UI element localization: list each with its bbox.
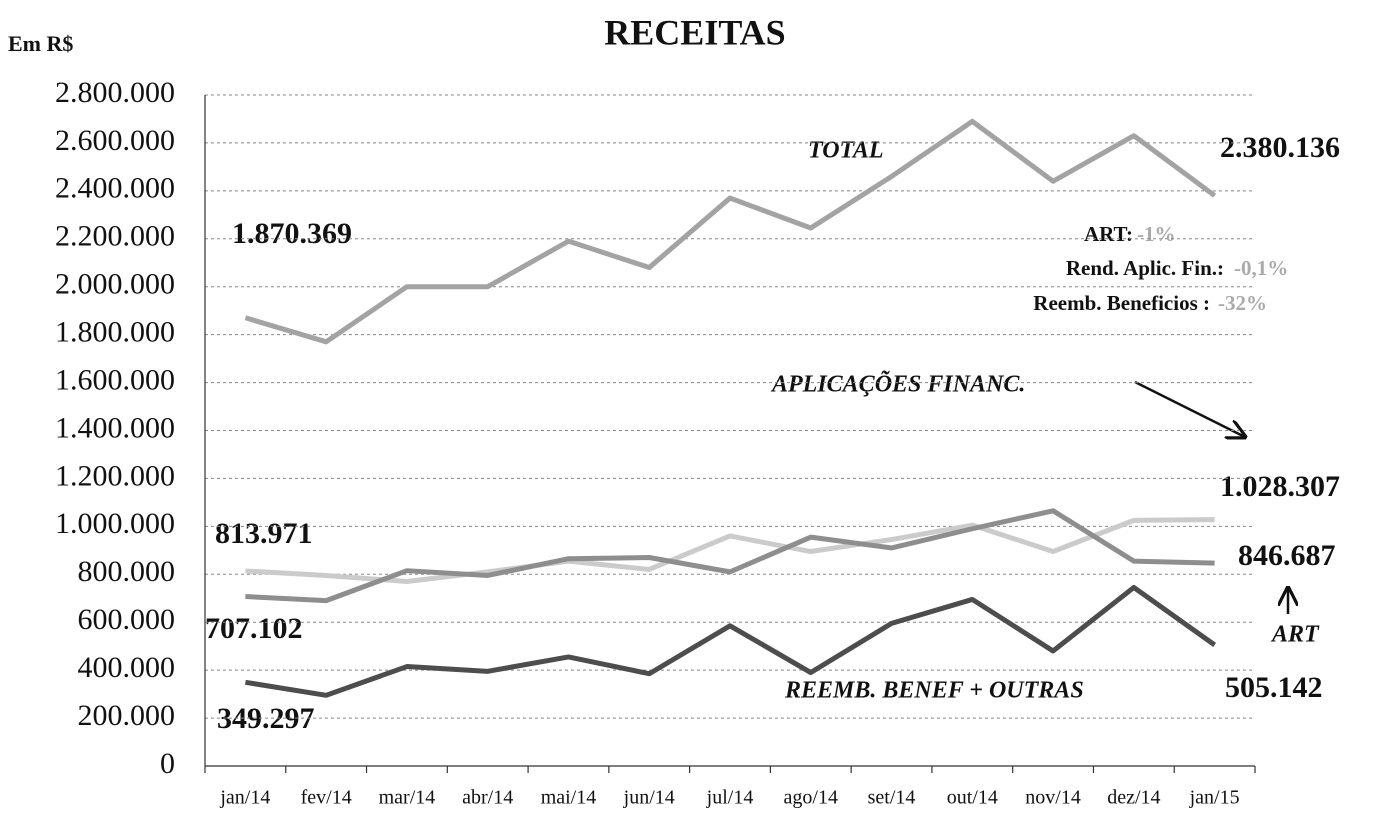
value-label: 1.028.307 <box>1220 470 1340 503</box>
value-label: 1.870.369 <box>232 217 352 250</box>
y-tick-label: 1.800.000 <box>55 316 175 349</box>
series-line <box>244 584 1217 698</box>
series-annotation: APLICAÇÕES FINANC. <box>770 372 1025 398</box>
x-tick-label: jun/14 <box>623 787 675 809</box>
series-line <box>245 508 1215 604</box>
y-tick-label: 1.400.000 <box>55 411 175 444</box>
y-tick-label: 2.200.000 <box>55 220 175 253</box>
x-tick-label: abr/14 <box>462 787 513 809</box>
note-label: Reemb. Beneficios : <box>1033 291 1210 315</box>
y-tick-label: 800.000 <box>78 555 176 588</box>
x-tick-label: mai/14 <box>541 787 597 809</box>
y-tick-label: 400.000 <box>78 651 176 684</box>
note-label: ART: <box>1084 222 1133 246</box>
value-label: 846.687 <box>1238 539 1336 572</box>
note-value: -32% <box>1218 291 1267 315</box>
series-line <box>245 517 1215 584</box>
series-annotation: ART <box>1270 622 1320 648</box>
y-tick-label: 2.600.000 <box>55 124 175 157</box>
chart-title: RECEITAS <box>604 12 785 52</box>
y-tick-label: 1.000.000 <box>55 507 175 540</box>
y-tick-label: 2.000.000 <box>55 268 175 301</box>
y-tick-label: 1.600.000 <box>55 363 175 396</box>
series-annotation: REEMB. BENEF + OUTRAS <box>784 678 1084 704</box>
y-tick-label: 1.200.000 <box>55 459 175 492</box>
note-value: -1% <box>1137 222 1176 246</box>
value-label: 707.102 <box>205 612 303 645</box>
x-tick-label: dez/14 <box>1107 787 1160 809</box>
x-tick-label: out/14 <box>947 787 998 809</box>
series-annotation: TOTAL <box>808 138 884 164</box>
x-tick-label: nov/14 <box>1025 787 1081 809</box>
y-tick-label: 2.800.000 <box>55 76 175 109</box>
value-label: 505.142 <box>1225 671 1323 704</box>
y-tick-label: 600.000 <box>78 603 176 636</box>
arrow <box>1134 380 1245 437</box>
x-tick-label: ago/14 <box>784 787 838 809</box>
value-label: 813.971 <box>215 517 313 550</box>
x-tick-label: mar/14 <box>379 787 436 809</box>
x-tick-label: set/14 <box>868 787 916 809</box>
y-tick-label: 2.400.000 <box>55 172 175 205</box>
x-tick-label: jan/14 <box>219 787 270 809</box>
series-line <box>244 118 1217 345</box>
y-tick-label: 0 <box>160 747 175 780</box>
y-axis-label: Em R$ <box>8 31 73 56</box>
x-tick-label: fev/14 <box>301 787 352 809</box>
note-value: -0,1% <box>1234 256 1288 280</box>
note-label: Rend. Aplic. Fin.: <box>1066 256 1224 280</box>
x-tick-label: jan/15 <box>1189 787 1240 809</box>
x-tick-label: jul/14 <box>706 787 754 809</box>
y-tick-label: 200.000 <box>78 699 176 732</box>
value-label: 2.380.136 <box>1220 131 1340 164</box>
